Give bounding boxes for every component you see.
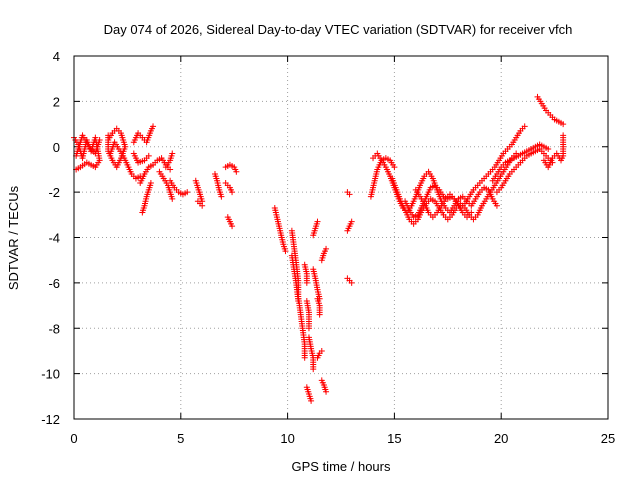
data-point xyxy=(310,366,317,373)
data-point xyxy=(169,195,176,202)
data-point xyxy=(184,189,191,196)
data-point xyxy=(295,298,302,305)
x-axis-label: GPS time / hours xyxy=(292,459,391,474)
grid-layer xyxy=(74,56,608,419)
data-point xyxy=(233,168,240,175)
data-point xyxy=(560,132,567,139)
data-point xyxy=(468,209,475,216)
data-point xyxy=(282,248,289,255)
data-point xyxy=(318,347,325,354)
data-point xyxy=(167,166,174,173)
data-point xyxy=(560,121,567,128)
data-point xyxy=(308,397,315,404)
x-tick-label: 10 xyxy=(280,431,294,446)
data-point xyxy=(348,279,355,286)
x-tick-label: 15 xyxy=(387,431,401,446)
y-axis-label: SDTVAR / TECUs xyxy=(6,185,21,290)
data-points xyxy=(71,93,567,404)
y-tick-label: -10 xyxy=(41,367,60,382)
y-tick-label: 4 xyxy=(53,49,60,64)
data-point xyxy=(303,279,310,286)
data-point xyxy=(545,146,552,153)
y-tick-label: -4 xyxy=(48,231,60,246)
data-point xyxy=(169,150,176,157)
data-point xyxy=(521,123,528,130)
data-point xyxy=(229,189,236,196)
data-point xyxy=(348,218,355,225)
data-point xyxy=(391,164,398,171)
data-point xyxy=(323,388,330,395)
plot-frame xyxy=(73,55,609,420)
y-tick-label: -12 xyxy=(41,412,60,427)
y-tick-label: -2 xyxy=(48,185,60,200)
data-point xyxy=(323,245,330,252)
x-tick-label: 0 xyxy=(70,431,77,446)
x-tick-label: 20 xyxy=(494,431,508,446)
data-point xyxy=(316,311,323,318)
data-point xyxy=(301,354,308,361)
data-point xyxy=(199,202,206,209)
data-point xyxy=(150,123,157,130)
data-point xyxy=(305,325,312,332)
y-tick-label: 0 xyxy=(53,140,60,155)
axis-ticks: 0 5 10 15 20 25 -12 -10 -8 -6 -4 -2 0 2 4 xyxy=(41,49,615,446)
data-point xyxy=(346,191,353,198)
x-tick-label: 25 xyxy=(601,431,615,446)
data-point xyxy=(493,202,500,209)
data-point xyxy=(218,193,225,200)
y-tick-label: -6 xyxy=(48,276,60,291)
data-point xyxy=(229,223,236,230)
y-tick-label: -8 xyxy=(48,321,60,336)
y-tick-label: 2 xyxy=(53,94,60,109)
data-point xyxy=(105,132,112,139)
x-tick-label: 5 xyxy=(177,431,184,446)
data-point xyxy=(145,152,152,159)
data-point xyxy=(96,136,103,143)
chart-title: Day 074 of 2026, Sidereal Day-to-day VTE… xyxy=(104,22,573,37)
data-point xyxy=(314,218,321,225)
data-point xyxy=(147,180,154,187)
